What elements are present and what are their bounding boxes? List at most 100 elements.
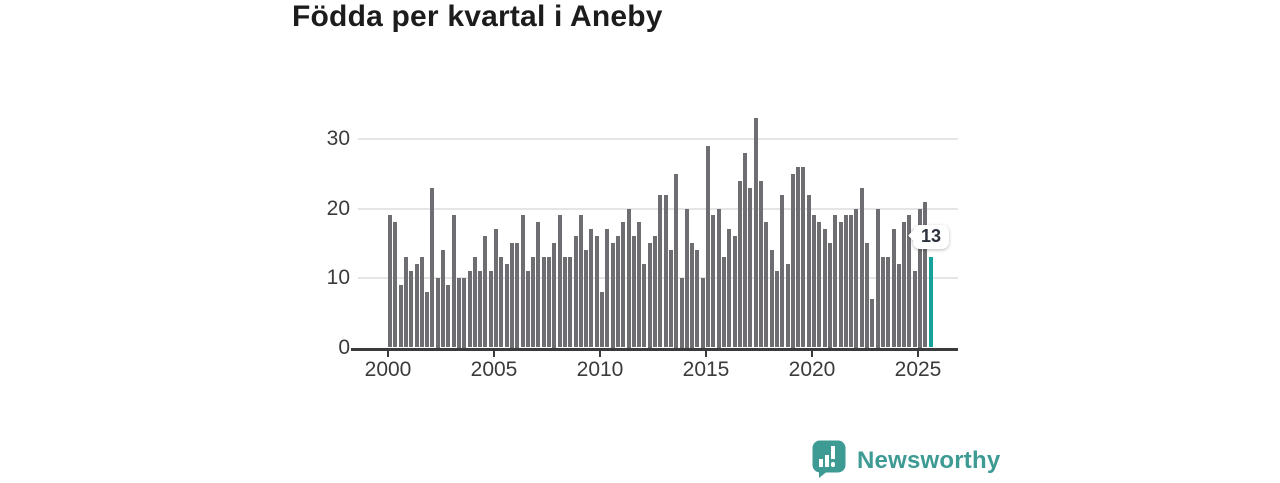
gridline-30 xyxy=(358,138,958,140)
bar-2004-q1 xyxy=(472,257,477,348)
bar-2007-q3 xyxy=(547,257,551,348)
gridline-20 xyxy=(358,207,958,210)
bar-2001-q3 xyxy=(419,257,424,348)
bar-2000-q4 xyxy=(403,257,408,348)
bar-2010-q4 xyxy=(615,236,620,348)
bar-2001-q1 xyxy=(409,271,414,348)
gridline-10 xyxy=(358,277,958,279)
bar-2020-q4 xyxy=(827,243,832,348)
bar-2009-q4 xyxy=(594,236,599,348)
bar-2018-q4 xyxy=(785,264,790,348)
bar-2010-q2 xyxy=(605,229,610,348)
bar-2025-q1 xyxy=(918,208,922,348)
bar-2000-q3 xyxy=(398,284,403,348)
bar-2015-q3 xyxy=(716,208,721,348)
bar-2013-q1 xyxy=(663,194,668,348)
bar-2011-q3 xyxy=(631,236,636,348)
bar-2016-q4 xyxy=(743,152,748,348)
bar-2013-q3 xyxy=(674,173,679,348)
y-tick-label-0: 0 xyxy=(338,335,350,359)
x-tick-label-2020: 2020 xyxy=(788,358,836,381)
bar-2006-q3 xyxy=(525,271,530,348)
bar-2003-q1 xyxy=(451,215,456,348)
bar-2004-q2 xyxy=(478,271,483,348)
x-tick-label-2015: 2015 xyxy=(682,358,730,381)
bar-2023-q3 xyxy=(886,257,891,348)
bar-2006-q2 xyxy=(520,215,525,348)
bar-2023-q4 xyxy=(891,229,896,348)
bar-2007-q4 xyxy=(552,243,557,348)
bar-2014-q3 xyxy=(695,250,700,348)
x-tick-2020 xyxy=(811,350,813,357)
chart-title: Födda per kvartal i Aneby xyxy=(292,0,663,33)
bar-2018-q3 xyxy=(780,194,785,348)
bar-2018-q2 xyxy=(774,271,779,348)
bar-2010-q1 xyxy=(600,291,604,348)
bar-2003-q3 xyxy=(462,278,467,348)
bar-2002-q1 xyxy=(430,187,435,348)
bar-2007-q2 xyxy=(541,257,546,348)
bar-2005-q2 xyxy=(499,257,504,348)
bar-2020-q1 xyxy=(812,215,816,348)
bar-2009-q2 xyxy=(584,250,589,348)
bar-2006-q4 xyxy=(531,257,536,348)
bar-2023-q1 xyxy=(875,208,880,348)
bar-2024-q4 xyxy=(912,271,917,348)
y-tick-label-20: 20 xyxy=(326,196,350,220)
x-tick-2000 xyxy=(387,350,389,357)
bar-2022-q4 xyxy=(870,298,875,348)
bar-2005-q3 xyxy=(504,264,509,348)
bar-2012-q4 xyxy=(658,194,663,348)
bar-2024-q3 xyxy=(907,215,912,348)
x-tick-label-2000: 2000 xyxy=(364,358,412,381)
bar-2022-q2 xyxy=(859,187,864,348)
highlighted-bar-2025-q3 xyxy=(928,257,933,348)
plot-area: 0 10 20 30 2000 2005 2010 2015 2020 2025 xyxy=(327,100,958,381)
speech-bubble-bar-chart-icon xyxy=(812,440,846,483)
bar-2015-q4 xyxy=(721,257,726,348)
x-axis-line xyxy=(351,347,958,351)
bar-2002-q4 xyxy=(446,284,451,348)
x-tick-label-2010: 2010 xyxy=(576,358,624,381)
bar-2022-q3 xyxy=(865,243,869,348)
bar-2024-q1 xyxy=(896,264,901,348)
bar-2014-q2 xyxy=(690,243,695,348)
bar-2016-q2 xyxy=(732,236,737,348)
x-tick-2025 xyxy=(917,350,919,357)
bar-2016-q1 xyxy=(727,229,732,348)
bar-2012-q3 xyxy=(653,236,657,348)
bar-2019-q3 xyxy=(801,166,806,348)
data-label-bubble: 13 xyxy=(913,225,950,249)
bar-2012-q1 xyxy=(642,264,647,348)
bar-2005-q4 xyxy=(509,243,514,348)
bar-2011-q4 xyxy=(637,222,642,348)
bar-2008-q3 xyxy=(568,257,573,348)
bar-2020-q3 xyxy=(822,229,827,348)
bar-2003-q2 xyxy=(456,278,461,348)
bar-2024-q2 xyxy=(902,222,907,348)
bar-2007-q1 xyxy=(536,222,541,348)
bar-2001-q2 xyxy=(414,264,419,348)
bar-2021-q3 xyxy=(843,215,848,348)
bar-2015-q2 xyxy=(711,215,716,348)
bar-2019-q1 xyxy=(790,173,795,348)
newsworthy-logo[interactable]: Newsworthy xyxy=(812,440,1000,479)
bar-2015-q1 xyxy=(706,145,710,348)
bar-2012-q2 xyxy=(647,243,652,348)
bar-2021-q1 xyxy=(833,215,838,348)
bar-2014-q4 xyxy=(700,278,705,348)
bar-2021-q2 xyxy=(838,222,843,348)
bar-2017-q2 xyxy=(753,118,758,348)
bar-2010-q3 xyxy=(610,243,615,348)
bar-2001-q4 xyxy=(425,291,430,348)
bar-2006-q1 xyxy=(515,243,520,348)
bar-2002-q3 xyxy=(441,250,445,348)
bar-2017-q1 xyxy=(748,187,753,348)
bar-2002-q2 xyxy=(435,278,440,348)
bar-2004-q4 xyxy=(488,271,493,348)
bar-2017-q3 xyxy=(759,180,763,348)
bar-2008-q2 xyxy=(562,257,567,348)
x-tick-2010 xyxy=(599,350,601,357)
bar-2000-q1 xyxy=(388,215,392,348)
